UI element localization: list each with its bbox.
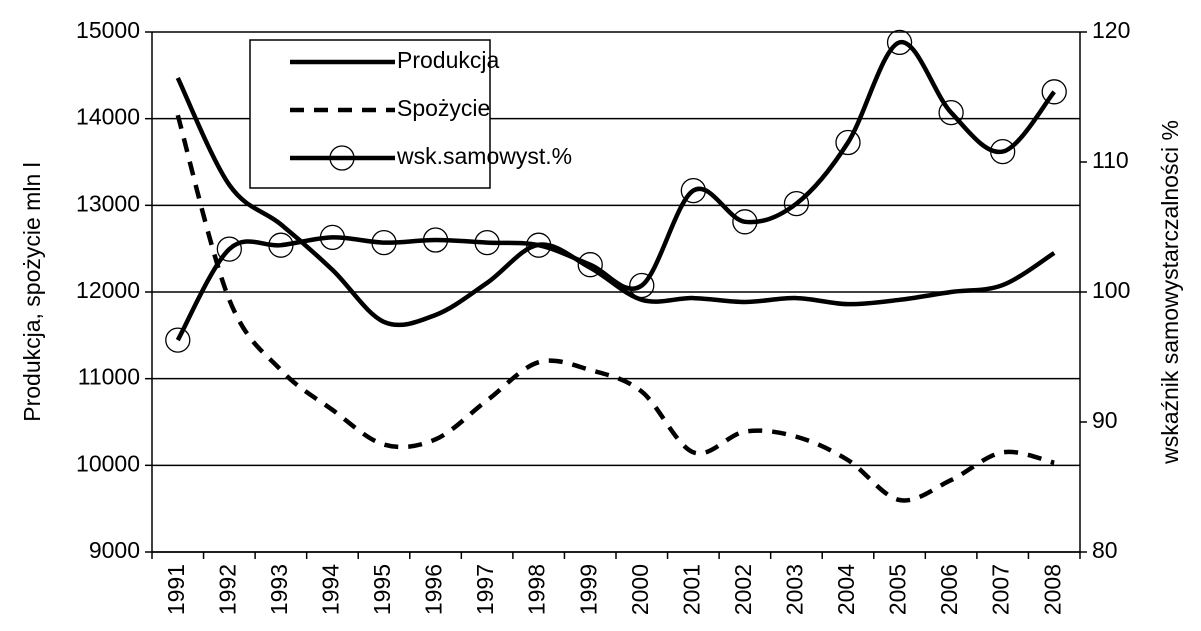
marker (886, 29, 913, 56)
y-tick-label: 14000 (76, 104, 140, 130)
x-tick-label: 2007 (988, 564, 1014, 615)
y2-tick-label: 80 (1092, 537, 1118, 563)
x-tick-label: 1993 (266, 564, 292, 615)
marker (319, 224, 346, 251)
legend-label: wsk.samowyst.% (396, 143, 572, 169)
marker (938, 99, 964, 126)
x-tick-label: 2002 (730, 564, 756, 615)
marker (990, 138, 1016, 165)
y-tick-label: 10000 (76, 450, 140, 476)
marker (268, 232, 294, 258)
x-tick-label: 2005 (885, 564, 911, 615)
x-tick-label: 1994 (318, 564, 344, 615)
x-tick-label: 1998 (524, 564, 550, 615)
y-axis-title: Produkcja, spożycie mln l (19, 162, 45, 422)
y2-tick-label: 100 (1092, 277, 1130, 303)
x-tick-label: 1991 (163, 564, 189, 615)
x-tick-label: 1999 (575, 564, 601, 615)
y-tick-label: 13000 (76, 190, 140, 216)
x-tick-label: 1997 (472, 564, 498, 615)
x-tick-label: 2004 (833, 564, 859, 615)
series-line (175, 76, 1056, 328)
marker (629, 272, 655, 299)
y2-axis-title: wskaźnik samowystarczalności % (1157, 120, 1183, 465)
marker (732, 209, 758, 235)
x-tick-label: 2001 (678, 564, 704, 615)
y2-tick-label: 90 (1092, 407, 1118, 433)
y-tick-label: 9000 (89, 537, 140, 563)
legend-marker (329, 145, 355, 171)
marker (835, 129, 861, 156)
marker (1041, 79, 1067, 105)
series-line (175, 114, 1055, 503)
y-tick-label: 12000 (76, 277, 140, 303)
marker (371, 229, 397, 256)
x-tick-label: 1995 (369, 564, 395, 615)
y-tick-label: 15000 (76, 17, 140, 43)
marker (577, 252, 603, 278)
marker (216, 236, 242, 262)
marker (165, 327, 191, 353)
y2-tick-label: 120 (1092, 17, 1130, 43)
series-line (175, 40, 1056, 342)
marker (680, 177, 706, 204)
x-tick-label: 2006 (936, 564, 962, 615)
marker (422, 227, 449, 253)
y2-tick-label: 110 (1092, 147, 1129, 173)
marker (526, 232, 552, 258)
x-tick-label: 2008 (1039, 564, 1065, 615)
x-tick-label: 1996 (421, 564, 447, 615)
legend-label: Spożycie (397, 95, 490, 121)
x-tick-label: 2000 (627, 564, 653, 615)
y-tick-label: 11000 (78, 364, 140, 390)
legend-box (249, 39, 491, 189)
x-tick-label: 2003 (782, 564, 808, 615)
legend-label: Produkcja (397, 47, 499, 73)
marker (783, 190, 810, 217)
x-tick-label: 1992 (214, 564, 240, 615)
marker (474, 229, 500, 256)
